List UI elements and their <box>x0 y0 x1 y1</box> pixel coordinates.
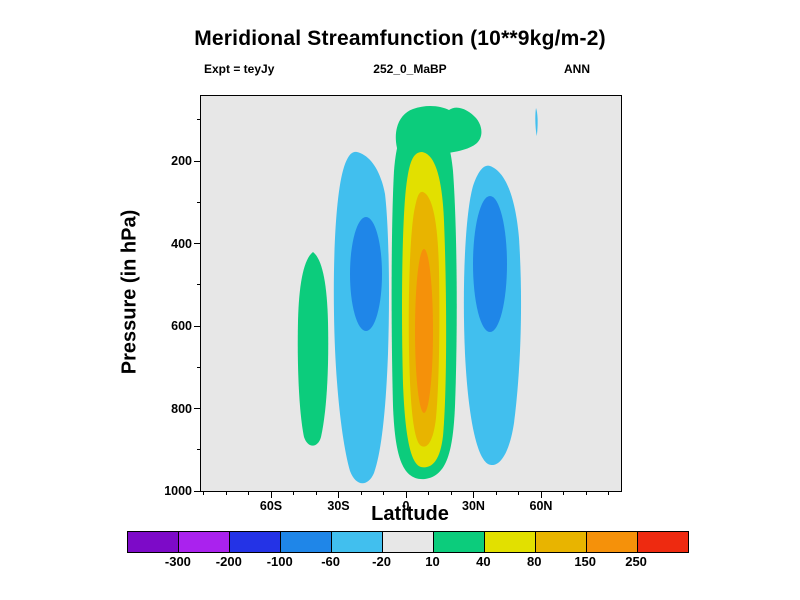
x-minor-tick <box>315 492 317 495</box>
colorbar-tick-label: 40 <box>476 554 491 569</box>
contour-northern-negative-core <box>473 196 507 332</box>
contour-northern-sliver <box>535 108 538 136</box>
x-axis-title: Latitude <box>371 503 449 525</box>
contour-field <box>297 106 538 484</box>
colorbar-tick-label: -60 <box>321 554 341 569</box>
contour-southern-negative-core <box>350 217 382 331</box>
y-minor-tick <box>197 119 200 121</box>
case-label: 252_0_MaBP <box>373 62 447 76</box>
x-minor-tick <box>585 492 587 495</box>
x-minor-tick <box>608 492 609 495</box>
x-tick-label: 30S <box>327 499 350 513</box>
colorbar-tick-label: 150 <box>574 554 597 569</box>
colorbar-segment <box>230 532 281 552</box>
colorbar-segment <box>332 532 383 552</box>
colorbar-tick-label: -100 <box>266 554 293 569</box>
y-minor-tick <box>197 284 200 286</box>
x-major-tick <box>405 492 407 498</box>
season-label: ANN <box>564 62 590 76</box>
y-tick-label: 400 <box>171 236 192 251</box>
colorbar-labels: -300 -200 -100 -60 -20 10 40 80 150 250 <box>127 554 687 570</box>
x-tick-label: 30N <box>462 499 485 513</box>
x-minor-tick <box>563 492 564 495</box>
y-tick-label: 800 <box>171 401 192 416</box>
y-minor-tick <box>197 366 200 368</box>
colorbar-segment <box>638 532 688 552</box>
y-major-tick <box>194 408 200 409</box>
y-tick-label: 1000 <box>164 484 192 498</box>
x-tick-label: 60S <box>259 499 283 513</box>
x-major-tick <box>540 492 542 498</box>
colorbar-segment <box>128 532 179 552</box>
colorbar-segment <box>434 532 485 552</box>
x-tick-label: 0 <box>402 499 410 513</box>
colorbar-tick-label: -200 <box>215 554 242 569</box>
colorbar <box>127 531 689 553</box>
plot-area: 60S 30S 0 30N 60N 200 400 600 800 1000 <box>164 95 622 513</box>
y-minor-tick <box>197 201 200 203</box>
x-major-tick <box>473 492 474 498</box>
y-major-tick <box>194 490 200 492</box>
y-tick-label: 200 <box>171 154 192 168</box>
colorbar-segment <box>281 532 332 552</box>
x-minor-tick <box>450 492 452 495</box>
x-tick-label: 60N <box>529 499 553 513</box>
y-major-tick <box>194 160 200 162</box>
y-tick-label: 600 <box>171 319 192 333</box>
x-minor-tick <box>518 492 519 495</box>
colorbar-tick-label: -300 <box>164 554 191 569</box>
x-minor-tick <box>203 492 204 495</box>
x-minor-tick <box>428 492 429 495</box>
colorbar-segment <box>383 532 434 552</box>
y-axis-title: Pressure (in hPa) <box>118 209 141 375</box>
x-minor-tick <box>383 492 384 495</box>
y-major-tick <box>194 325 200 327</box>
contour-southern-green-blob <box>297 252 329 446</box>
colorbar-segment <box>587 532 638 552</box>
colorbar-tick-label: 80 <box>527 554 542 569</box>
y-minor-tick <box>197 449 200 451</box>
colorbar-tick-label: 10 <box>425 554 440 569</box>
colorbar-tick-label: -20 <box>372 554 391 569</box>
x-minor-tick <box>248 492 249 495</box>
x-minor-tick <box>495 492 497 495</box>
x-major-tick <box>338 492 339 498</box>
x-minor-tick <box>225 492 227 495</box>
chart-title: Meridional Streamfunction (10**9kg/m-2) <box>194 27 606 50</box>
x-minor-tick <box>293 492 294 495</box>
colorbar-tick-label: 250 <box>625 554 647 569</box>
colorbar-segment <box>536 532 587 552</box>
contour-hadley-orange-core <box>415 249 433 413</box>
x-minor-tick <box>360 492 362 495</box>
y-major-tick <box>194 243 200 244</box>
x-major-tick <box>270 492 272 498</box>
experiment-label: Expt = teyJy <box>204 62 275 76</box>
colorbar-segment <box>179 532 230 552</box>
colorbar-segment <box>485 532 536 552</box>
